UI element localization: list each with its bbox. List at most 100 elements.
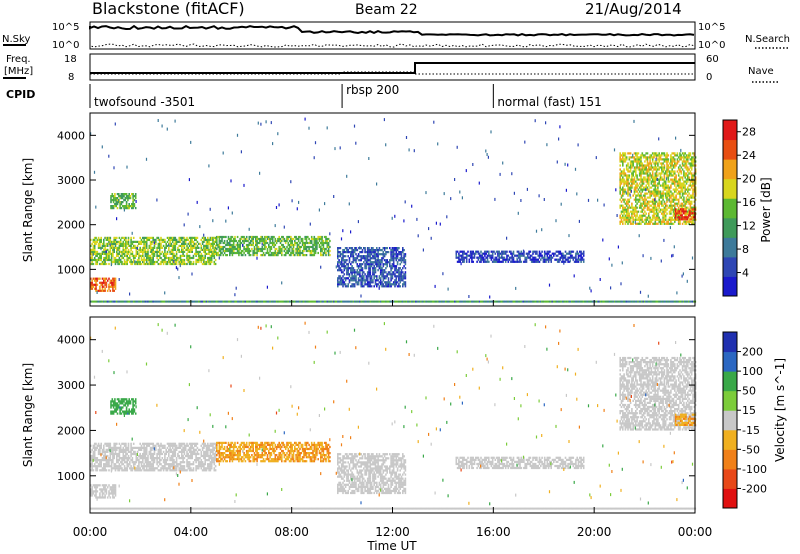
power-cell xyxy=(654,160,657,163)
power-cell xyxy=(645,186,647,189)
power-cell xyxy=(326,245,329,249)
power-cell xyxy=(343,265,346,268)
power-cell xyxy=(303,254,305,257)
power-cell xyxy=(624,300,626,303)
power-cell xyxy=(416,217,418,221)
power-cell xyxy=(365,263,368,266)
power-cell xyxy=(659,174,662,177)
power-cell xyxy=(396,255,399,258)
power-cell xyxy=(567,256,569,259)
power-cell xyxy=(657,208,659,211)
power-cell xyxy=(274,251,277,255)
power-cell xyxy=(360,281,362,284)
power-cell xyxy=(373,253,375,256)
power-cell xyxy=(200,238,203,241)
power-cell xyxy=(134,262,136,266)
power-cell xyxy=(404,267,407,270)
power-cell xyxy=(560,252,563,255)
power-cell xyxy=(622,206,624,209)
power-cell xyxy=(126,262,128,266)
power-cell xyxy=(662,194,664,197)
power-cell xyxy=(213,252,216,255)
power-cell xyxy=(249,235,252,239)
power-cell xyxy=(620,178,623,181)
power-cell xyxy=(351,271,353,275)
power-cell xyxy=(91,254,93,257)
power-cell xyxy=(661,176,663,179)
power-cell xyxy=(653,212,655,215)
power-cell xyxy=(99,262,101,266)
power-cell xyxy=(429,300,431,303)
power-cell xyxy=(460,258,463,261)
power-cell xyxy=(688,208,690,211)
power-cell xyxy=(235,251,238,255)
power-cell xyxy=(169,250,171,253)
sky-noise-panel xyxy=(89,21,696,50)
power-cell xyxy=(312,300,314,303)
power-cell xyxy=(188,300,191,303)
power-cell xyxy=(650,208,653,211)
power-cell xyxy=(402,259,404,262)
power-cell xyxy=(677,200,680,203)
power-cell xyxy=(95,254,97,257)
power-cell xyxy=(612,300,615,303)
power-cell xyxy=(207,242,209,245)
power-cell xyxy=(670,164,672,167)
power-cell xyxy=(313,156,315,160)
power-cell xyxy=(252,241,254,245)
power-cell xyxy=(270,121,272,125)
power-cell xyxy=(655,160,658,163)
power-cell xyxy=(309,239,312,243)
power-cell xyxy=(516,254,519,257)
power-cell xyxy=(130,244,132,247)
power-cell xyxy=(631,162,633,165)
power-cell xyxy=(679,152,681,155)
power-cell xyxy=(109,240,112,243)
power-cell xyxy=(240,300,243,303)
power-cell xyxy=(649,178,651,181)
power-cell xyxy=(132,254,135,257)
power-cell xyxy=(162,238,165,241)
power-cell xyxy=(100,281,102,284)
power-cell xyxy=(271,235,274,239)
power-cell xyxy=(268,237,270,241)
power-cell xyxy=(131,250,134,253)
power-cell xyxy=(689,210,691,213)
power-cell xyxy=(149,254,152,257)
power-cell xyxy=(681,168,684,171)
power-cell xyxy=(216,251,218,255)
power-cell xyxy=(109,281,112,284)
power-cell xyxy=(671,206,673,209)
power-cell xyxy=(655,162,658,165)
power-cell xyxy=(497,254,499,257)
power-cell xyxy=(105,281,108,284)
power-cell xyxy=(651,206,654,209)
power-cell xyxy=(101,277,104,280)
power-cell xyxy=(261,239,264,243)
power-cell xyxy=(484,260,486,263)
power-cell xyxy=(96,252,99,255)
power-cell xyxy=(184,248,187,251)
power-cell xyxy=(201,236,204,239)
power-cell xyxy=(687,156,689,159)
power-cell xyxy=(327,243,330,247)
power-cell xyxy=(623,168,625,171)
power-cell xyxy=(373,251,375,254)
power-cell xyxy=(688,152,690,155)
power-cell xyxy=(595,156,597,160)
power-cell xyxy=(672,204,675,207)
power-cell xyxy=(622,156,624,159)
power-cell xyxy=(638,172,641,175)
power-cell xyxy=(144,242,147,245)
power-cell xyxy=(204,238,206,241)
power-cell xyxy=(667,198,670,201)
power-cell xyxy=(549,250,551,253)
power-cell xyxy=(132,236,135,239)
power-cell xyxy=(392,261,395,264)
power-cell xyxy=(356,283,359,286)
power-cell xyxy=(171,252,174,255)
power-cell xyxy=(542,256,545,259)
power-cell xyxy=(654,202,657,205)
power-cell xyxy=(239,300,242,303)
power-cell xyxy=(537,260,539,263)
